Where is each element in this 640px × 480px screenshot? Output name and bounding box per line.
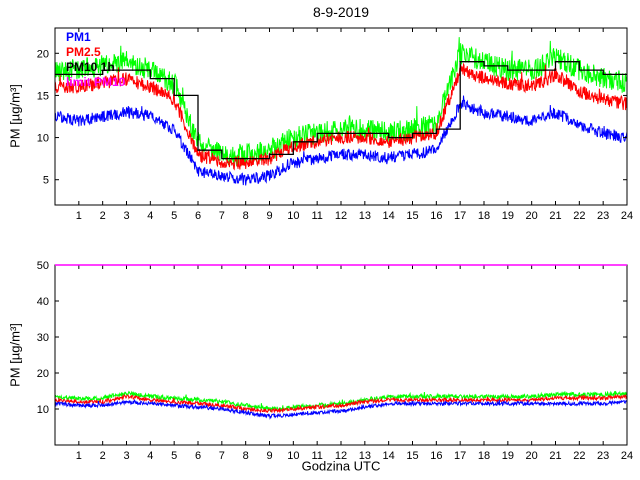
y-tick-label: 20 (37, 48, 49, 60)
x-tick-label: 16 (430, 450, 442, 462)
x-tick-label: 9 (266, 210, 272, 222)
x-tick-label: 6 (195, 210, 201, 222)
x-tick-label: 7 (219, 210, 225, 222)
x-tick-label: 9 (266, 450, 272, 462)
y-tick-label: 50 (37, 260, 49, 272)
top-chart: 1 2 3 4 5 6 7 8 9 10 11 12 13 14 15 16 17 18 19 20 21 22 23 245… (37, 27, 633, 222)
series-pm1 (55, 95, 627, 186)
chart-title: 8-9-2019 (312, 4, 370, 20)
y-tick-label: 40 (37, 296, 49, 308)
x-tick-label: 8 (243, 450, 249, 462)
series-group (55, 390, 627, 420)
plot-box (54, 264, 628, 446)
legend-item-pm25: PM2.5 (66, 45, 101, 59)
x-tick-label: 14 (383, 450, 395, 462)
x-axis-label: Godzina UTC (301, 458, 381, 474)
x-tick-label: 4 (147, 210, 153, 222)
x-tick-label: 1 (76, 450, 82, 462)
x-tick-label: 19 (502, 210, 514, 222)
x-tick-label: 21 (549, 210, 561, 222)
x-tick-label: 22 (573, 210, 585, 222)
x-tick-label: 5 (171, 450, 177, 462)
x-tick-label: 16 (430, 210, 442, 222)
y-tick-label: 15 (37, 90, 49, 102)
series-pm10 (55, 37, 627, 167)
x-tick-label: 20 (526, 210, 538, 222)
x-tick-label: 18 (478, 450, 490, 462)
x-tick-label: 3 (123, 210, 129, 222)
x-tick-label: 11 (311, 210, 322, 222)
legend: PM1 PM2.5 PM10 1h limit PM10 (66, 30, 125, 90)
x-tick-label: 1 (76, 210, 82, 222)
x-tick-label: 14 (383, 210, 395, 222)
x-tick-label: 10 (287, 210, 299, 222)
x-tick-label: 20 (526, 450, 538, 462)
x-tick-label: 8 (243, 210, 249, 222)
x-tick-label: 24 (621, 210, 633, 222)
x-tick-label: 22 (573, 450, 585, 462)
x-tick-label: 13 (359, 210, 371, 222)
y-axis-label-bottom: PM [µg/m³] (7, 323, 23, 387)
x-tick-label: 23 (597, 210, 609, 222)
x-tick-label: 4 (147, 450, 153, 462)
x-tick-label: 11 (311, 450, 322, 462)
x-tick-label: 15 (406, 450, 418, 462)
x-tick-label: 2 (100, 450, 106, 462)
x-tick-label: 10 (287, 450, 299, 462)
y-tick-label: 10 (37, 404, 49, 416)
bottom-chart: 1 2 3 4 5 6 7 8 9 10 11 12 13 14 15 16 17 18 19 20 21 22 23 241… (37, 260, 633, 462)
x-tick-label: 3 (123, 450, 129, 462)
x-tick-label: 5 (171, 210, 177, 222)
x-tick-label: 12 (335, 210, 347, 222)
y-tick-label: 30 (37, 332, 49, 344)
series-pm10-1h (55, 61, 627, 160)
x-tick-label: 6 (195, 450, 201, 462)
x-tick-label: 7 (219, 450, 225, 462)
x-tick-label: 24 (621, 450, 633, 462)
x-tick-label: 17 (454, 450, 466, 462)
x-tick-label: 2 (100, 210, 106, 222)
series-pm2-5 (55, 62, 627, 171)
series-pm2-5 (55, 393, 627, 414)
x-tick-label: 19 (502, 450, 514, 462)
x-tick-label: 23 (597, 450, 609, 462)
series-pm1 (55, 398, 627, 420)
y-tick-label: 20 (37, 368, 49, 380)
series-group (55, 37, 627, 186)
y-tick-label: 5 (43, 175, 49, 187)
legend-item-pm1: PM1 (66, 30, 91, 44)
x-tick-label: 15 (406, 210, 418, 222)
x-tick-label: 13 (359, 450, 371, 462)
x-tick-label: 21 (549, 450, 561, 462)
legend-item-limit-pm10: limit PM10 (66, 75, 126, 89)
x-tick-label: 17 (454, 210, 466, 222)
x-tick-label: 12 (335, 450, 347, 462)
legend-item-pm10-1h: PM10 1h (66, 60, 115, 74)
series-pm10 (55, 390, 627, 413)
y-axis-label-top: PM [µg/m³] (7, 84, 23, 148)
x-tick-label: 18 (478, 210, 490, 222)
y-tick-label: 10 (37, 133, 49, 145)
